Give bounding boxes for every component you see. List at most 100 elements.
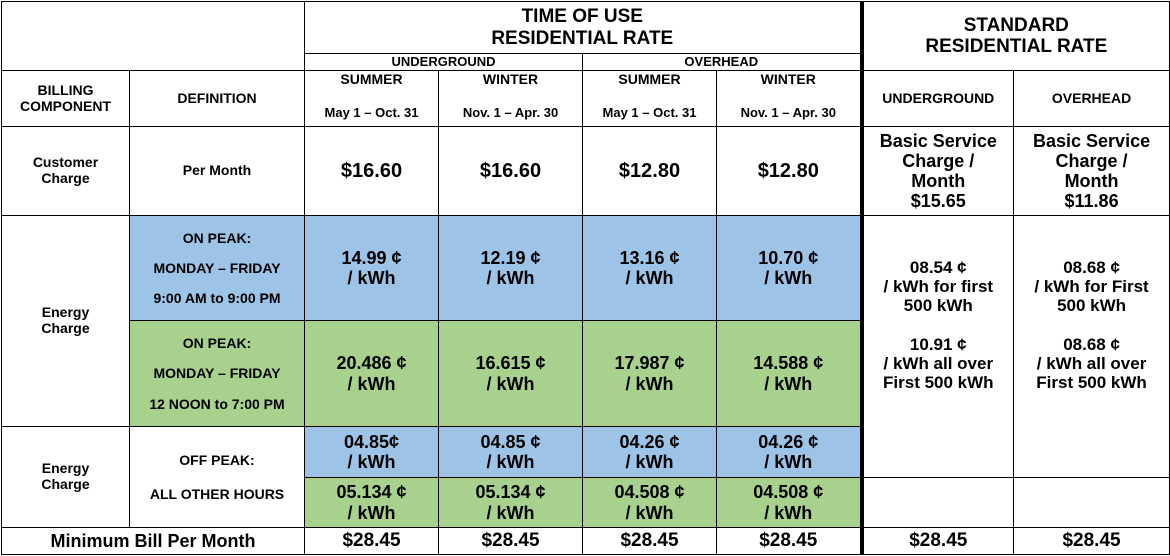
rate-unit: / kWh (764, 452, 813, 472)
off-peak-rate-blue: 04.85 ¢ / kWh (438, 426, 583, 478)
on-peak-rate-green: 14.588 ¢ / kWh (715, 320, 863, 427)
rate-value: 04.26 ¢ (758, 431, 819, 452)
customer-charge-value: $12.80 (715, 126, 863, 216)
basic-line: Charge / (902, 150, 975, 171)
rate-unit: / kWh (486, 452, 535, 472)
tou-overhead-header: OVERHEAD (581, 53, 863, 71)
minimum-bill-value: $28.45 (859, 527, 1015, 555)
customer-charge-value: $12.80 (582, 126, 717, 216)
on-peak-rate-green: 17.987 ¢ / kWh (582, 320, 717, 427)
std-line: 08.68 ¢ (1063, 335, 1120, 355)
std-overhead-energy-rate: 08.68 ¢ / kWh for First 500 kWh 08.68 ¢ … (1013, 215, 1170, 478)
on-peak-rate-green: 16.615 ¢ / kWh (438, 320, 583, 427)
std-line: 10.91 ¢ (909, 335, 967, 355)
on-peak-definition-green: ON PEAK: MONDAY – FRIDAY 12 NOON to 7:00… (129, 320, 305, 427)
std-line: / kWh all over (1036, 354, 1147, 374)
rate-unit: / kWh (764, 373, 813, 394)
rate-unit: / kWh (625, 502, 674, 523)
def-line: ON PEAK: (182, 335, 252, 352)
tou-underground-header: UNDERGROUND (304, 53, 583, 71)
on-peak-rate-blue: 14.99 ¢ / kWh (304, 215, 439, 321)
rate-unit: / kWh (347, 373, 396, 394)
rate-value: 10.70 ¢ (758, 247, 819, 268)
minimum-bill-value: $28.45 (582, 527, 717, 555)
rate-unit: / kWh (486, 373, 535, 394)
billing-component-line1: BILLING (37, 81, 94, 98)
rate-value: 13.16 ¢ (619, 247, 680, 268)
std-overhead-offpeak-blank (1013, 477, 1170, 528)
basic-line: Charge / (1055, 150, 1128, 171)
std-underground-offpeak-blank (859, 477, 1015, 528)
on-peak-definition-blue: ON PEAK: MONDAY – FRIDAY 9:00 AM to 9:00… (129, 215, 305, 321)
std-underground-energy-rate: 08.54 ¢ / kWh for first 500 kWh 10.91 ¢ … (859, 215, 1015, 478)
rate-value: 04.508 ¢ (753, 482, 824, 503)
off-peak-rate-green: 04.508 ¢ / kWh (715, 477, 863, 528)
rate-value: 04.85¢ (343, 431, 400, 452)
def-line: MONDAY – FRIDAY (153, 259, 281, 276)
off-peak-rate-green: 05.134 ¢ / kWh (438, 477, 583, 528)
label-line1: Energy (41, 460, 90, 477)
rate-unit: / kWh (347, 452, 396, 472)
minimum-bill-value: $28.45 (438, 527, 583, 555)
def-line: ALL OTHER HOURS (149, 486, 285, 502)
on-peak-rate-blue: 12.19 ¢ / kWh (438, 215, 583, 321)
def-line: 9:00 AM to 9:00 PM (153, 290, 281, 307)
std-underground-header: UNDERGROUND (859, 70, 1015, 127)
rate-value: 04.508 ¢ (614, 482, 685, 503)
std-title: STANDARD RESIDENTIAL RATE (859, 1, 1170, 71)
basic-amount: $15.65 (910, 191, 966, 212)
basic-line: Month (1064, 171, 1119, 191)
basic-line: Basic Service (879, 130, 997, 151)
rate-unit: / kWh (625, 373, 674, 394)
rate-unit: / kWh (347, 268, 396, 288)
season-dates: May 1 – Oct. 31 (324, 104, 419, 120)
std-line: 08.68 ¢ (1063, 258, 1120, 277)
rate-value: 05.134 ¢ (336, 482, 407, 503)
tou-title-line2: RESIDENTIAL RATE (491, 27, 674, 49)
customer-charge-value: $16.60 (304, 126, 439, 216)
def-line: ON PEAK: (182, 229, 252, 246)
off-peak-rate-blue: 04.85¢ / kWh (304, 426, 439, 478)
minimum-bill-value: $28.45 (1013, 527, 1170, 555)
def-line: MONDAY – FRIDAY (153, 365, 281, 382)
season-dates: May 1 – Oct. 31 (602, 104, 697, 120)
rate-unit: / kWh (347, 502, 396, 523)
std-overhead-header: OVERHEAD (1013, 70, 1170, 127)
rate-value: 05.134 ¢ (475, 482, 546, 503)
season-dates: Nov. 1 – Apr. 30 (462, 104, 559, 120)
oh-winter-header: WINTER Nov. 1 – Apr. 30 (715, 70, 863, 127)
rate-value: 20.486 ¢ (336, 353, 407, 374)
rate-value: 14.99 ¢ (341, 247, 402, 268)
rate-unit: / kWh (486, 502, 535, 523)
season-name: SUMMER (340, 71, 403, 87)
off-peak-rate-blue: 04.26 ¢ / kWh (715, 426, 863, 478)
rate-unit: / kWh (625, 452, 674, 472)
on-peak-rate-blue: 10.70 ¢ / kWh (715, 215, 863, 321)
label-line1: Customer (32, 154, 99, 171)
std-overhead-basic-service: Basic Service Charge / Month $11.86 (1013, 126, 1170, 216)
header-blank-cell (1, 1, 305, 71)
season-name: SUMMER (618, 71, 681, 87)
tou-title-line1: TIME OF USE (521, 6, 643, 28)
customer-charge-label: Customer Charge (1, 126, 130, 216)
def-line: OFF PEAK: (179, 451, 255, 468)
label-line1: Energy (41, 304, 90, 321)
rate-unit: / kWh (625, 268, 674, 288)
customer-charge-value: $16.60 (438, 126, 583, 216)
def-line: 12 NOON to 7:00 PM (149, 395, 285, 412)
rate-value: 04.26 ¢ (619, 431, 680, 452)
rate-value: 17.987 ¢ (614, 353, 685, 374)
ug-summer-header: SUMMER May 1 – Oct. 31 (304, 70, 439, 127)
billing-component-line2: COMPONENT (20, 97, 111, 114)
off-peak-rate-blue: 04.26 ¢ / kWh (582, 426, 717, 478)
label-line2: Charge (41, 476, 90, 492)
customer-charge-definition: Per Month (129, 126, 305, 216)
season-dates: Nov. 1 – Apr. 30 (740, 104, 836, 120)
energy-charge-offpeak-label: Energy Charge (1, 426, 130, 528)
off-peak-definition: OFF PEAK: ALL OTHER HOURS (129, 426, 305, 528)
std-line: / kWh all over (883, 354, 994, 374)
season-name: WINTER (482, 71, 539, 87)
basic-amount: $11.86 (1064, 191, 1119, 212)
std-line: First 500 kWh (1036, 373, 1147, 393)
rate-unit: / kWh (764, 502, 813, 523)
